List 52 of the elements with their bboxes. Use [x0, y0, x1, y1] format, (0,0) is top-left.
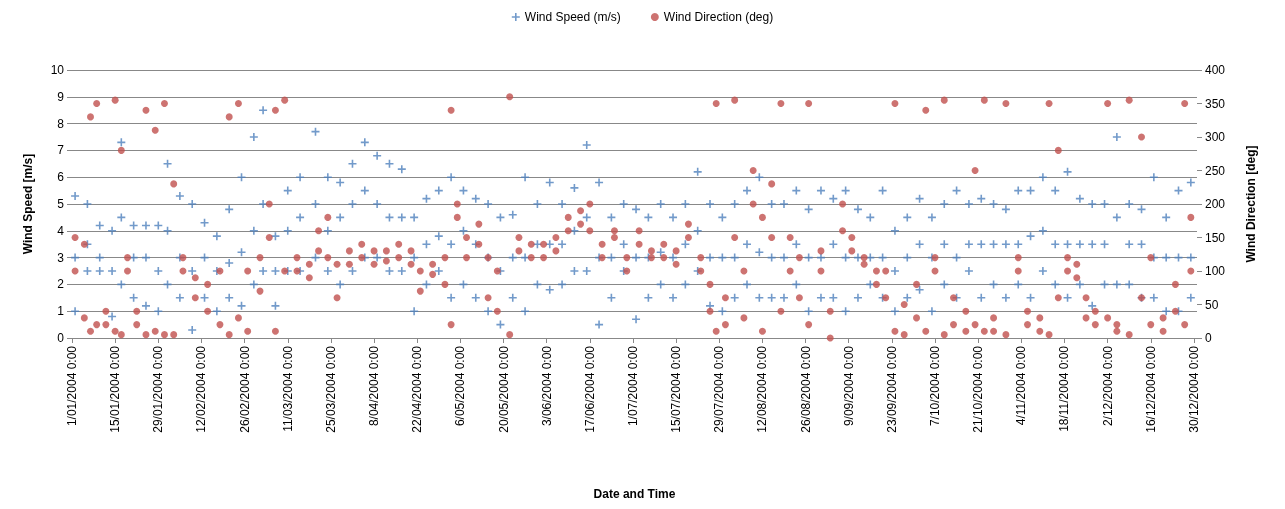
- y-axis-title: Wind Speed [m/s]: [21, 153, 35, 255]
- x-tick-label: 20/05/2004 0:00: [496, 345, 511, 433]
- x-tick-label: 25/03/2004 0:00: [323, 345, 338, 433]
- y2-axis-title: Wind Direction [deg]: [1244, 145, 1258, 263]
- x-tick-label: 16/12/2004 0:00: [1143, 345, 1158, 433]
- y-tick-label: 2: [57, 277, 65, 292]
- x-tick-label: 7/10/2004 0:00: [928, 345, 943, 427]
- legend-label: Wind Direction (deg): [663, 10, 774, 24]
- x-tick-label: 26/08/2004 0:00: [798, 345, 813, 433]
- y2-tick-label: 50: [1205, 297, 1219, 312]
- x-tick-label: 12/02/2004 0:00: [194, 345, 209, 433]
- x-tick-label: 26/02/2004 0:00: [237, 345, 252, 433]
- x-tick-label: 17/06/2004 0:00: [582, 345, 597, 433]
- x-tick-label: 18/11/2004 0:00: [1057, 345, 1072, 432]
- x-tick-label: 23/09/2004 0:00: [884, 345, 899, 433]
- x-tick-label: 6/05/2004 0:00: [453, 345, 468, 427]
- y-tick-label: 9: [57, 89, 65, 104]
- x-tick-label: 15/07/2004 0:00: [669, 345, 684, 433]
- x-tick-label: 21/10/2004 0:00: [971, 345, 986, 433]
- x-tick-label: 3/06/2004 0:00: [539, 345, 554, 427]
- y-tick-label: 7: [57, 143, 65, 158]
- y2-tick-label: 400: [1205, 63, 1226, 77]
- x-tick-label: 1/01/2004 0:00: [65, 345, 79, 427]
- x-tick-label: 30/12/2004 0:00: [1186, 345, 1201, 433]
- x-tick-label: 9/09/2004 0:00: [841, 345, 856, 427]
- y-tick-label: 8: [57, 116, 65, 131]
- y2-tick-label: 100: [1205, 264, 1226, 278]
- y-tick-label: 5: [57, 197, 65, 211]
- y2-tick-label: 200: [1205, 197, 1226, 211]
- y-tick-label: 10: [50, 63, 65, 77]
- x-tick-label: 15/01/2004 0:00: [108, 345, 123, 433]
- x-tick-label: 4/11/2004 0:00: [1014, 345, 1029, 426]
- y-tick-label: 6: [57, 170, 65, 185]
- y2-tick-label: 150: [1205, 230, 1226, 245]
- y2-tick-label: 0: [1205, 331, 1212, 345]
- y-tick-label: 0: [57, 331, 65, 345]
- x-tick-label: 29/07/2004 0:00: [712, 345, 727, 433]
- x-tick-label: 8/04/2004 0:00: [367, 345, 382, 427]
- y2-tick-label: 350: [1205, 96, 1226, 111]
- x-axis-title: Date and Time: [593, 487, 676, 501]
- legend-label: Wind Speed (m/s): [524, 10, 621, 24]
- x-tick-label: 11/03/2004 0:00: [280, 345, 295, 432]
- x-tick-label: 2/12/2004 0:00: [1100, 345, 1115, 427]
- x-tick-label: 1/07/2004 0:00: [625, 345, 640, 427]
- x-tick-label: 22/04/2004 0:00: [410, 345, 425, 433]
- y-tick-label: 4: [57, 223, 65, 238]
- y-tick-label: 3: [57, 250, 65, 265]
- y2-tick-label: 250: [1205, 163, 1226, 178]
- y-tick-label: 1: [57, 304, 65, 319]
- y2-tick-label: 300: [1205, 130, 1226, 144]
- x-tick-label: 12/08/2004 0:00: [755, 345, 770, 433]
- x-tick-label: 29/01/2004 0:00: [151, 345, 166, 433]
